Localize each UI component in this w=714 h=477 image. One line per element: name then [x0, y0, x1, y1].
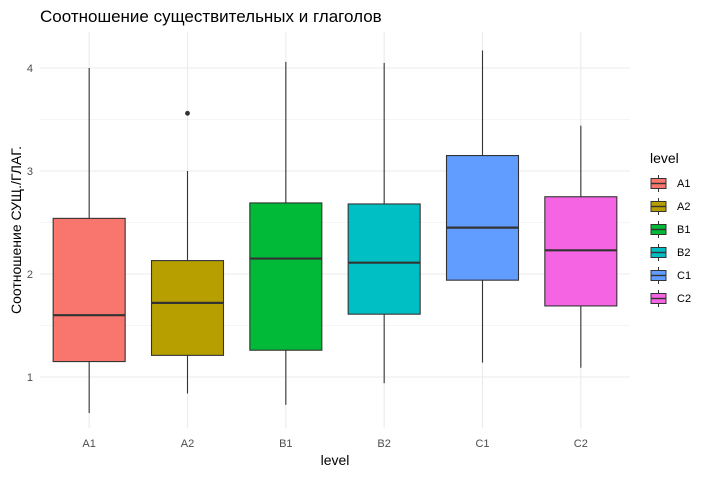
legend-label: A1 [677, 177, 691, 190]
chart-title: Соотношение существительных и глаголов [40, 7, 382, 26]
y-tick-label: 3 [27, 166, 33, 178]
x-axis-ticks: A1 A2 B1 B2 C1 C2 [82, 438, 587, 450]
legend-item-A1: A1 [650, 172, 691, 195]
x-tick-label: B1 [279, 438, 292, 450]
legend-title: level [650, 150, 679, 166]
legend-label: A2 [677, 200, 691, 213]
legend-key-icon [650, 290, 667, 307]
legend-key-icon [650, 175, 667, 192]
boxplot-A1 [52, 68, 126, 414]
box [52, 217, 126, 363]
box [150, 260, 225, 356]
boxplot-A2 [150, 110, 225, 394]
x-tick-label: C1 [475, 438, 489, 450]
legend-label: C1 [677, 269, 692, 282]
legend: level A1 A2 B1 B2 C1 C2 [650, 150, 691, 310]
x-tick-label: A2 [181, 438, 194, 450]
x-tick-label: A1 [82, 438, 95, 450]
legend-label: B1 [677, 223, 691, 236]
legend-item-B1: B1 [650, 218, 691, 241]
outlier-point [185, 110, 190, 116]
boxplot-B2 [347, 62, 421, 384]
box [249, 202, 323, 351]
box [347, 203, 421, 315]
legend-item-C2: C2 [650, 287, 691, 310]
x-tick-label: B2 [377, 438, 390, 450]
legend-item-B2: B2 [650, 241, 691, 264]
boxplot-C2 [544, 125, 618, 368]
gridlines [40, 32, 630, 428]
x-axis-label: level [320, 452, 350, 468]
legend-key-icon [650, 244, 667, 261]
legend-key-icon [650, 267, 667, 284]
legend-item-C1: C1 [650, 264, 691, 287]
legend-label: C2 [677, 292, 692, 305]
box [445, 155, 520, 281]
boxplots [52, 50, 618, 414]
boxplot-B1 [249, 61, 323, 405]
boxplot-C1 [445, 50, 520, 363]
legend-key-icon [650, 221, 667, 238]
y-tick-label: 1 [27, 372, 33, 384]
legend-label: B2 [677, 246, 691, 259]
x-tick-label: C2 [574, 438, 588, 450]
legend-key-icon [650, 198, 667, 215]
y-tick-label: 4 [27, 63, 33, 75]
legend-item-A2: A2 [650, 195, 691, 218]
y-tick-label: 2 [27, 269, 33, 281]
y-axis-ticks: 1 2 3 4 [27, 63, 33, 384]
